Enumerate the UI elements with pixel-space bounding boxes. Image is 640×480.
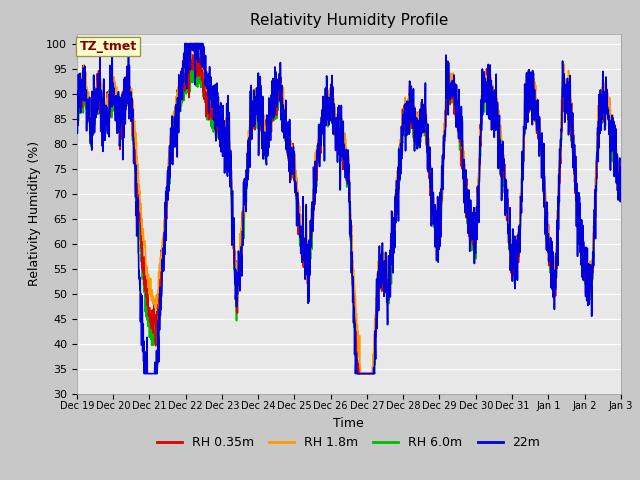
Legend: RH 0.35m, RH 1.8m, RH 6.0m, 22m: RH 0.35m, RH 1.8m, RH 6.0m, 22m xyxy=(152,431,545,454)
22m xyxy=(324,105,332,111)
RH 6.0m xyxy=(73,120,81,126)
RH 6.0m xyxy=(502,186,509,192)
RH 1.8m xyxy=(602,79,609,85)
RH 0.35m xyxy=(338,136,346,142)
RH 0.35m xyxy=(617,175,625,181)
Title: Relativity Humidity Profile: Relativity Humidity Profile xyxy=(250,13,448,28)
RH 0.35m xyxy=(100,119,108,125)
22m xyxy=(602,123,609,129)
22m xyxy=(73,130,81,135)
RH 1.8m xyxy=(100,99,108,105)
RH 0.35m xyxy=(602,94,609,99)
RH 1.8m xyxy=(73,90,81,96)
RH 6.0m xyxy=(602,98,609,104)
22m xyxy=(181,41,189,47)
RH 1.8m xyxy=(338,124,346,130)
22m xyxy=(617,165,625,170)
RH 6.0m xyxy=(602,102,609,108)
RH 0.35m xyxy=(73,94,81,99)
Line: 22m: 22m xyxy=(77,44,621,373)
RH 1.8m xyxy=(602,92,609,97)
22m xyxy=(140,371,148,376)
Line: RH 6.0m: RH 6.0m xyxy=(77,57,621,373)
22m xyxy=(338,147,346,153)
RH 1.8m xyxy=(186,41,193,47)
RH 6.0m xyxy=(100,109,108,115)
Text: TZ_tmet: TZ_tmet xyxy=(79,40,137,53)
X-axis label: Time: Time xyxy=(333,417,364,430)
RH 0.35m xyxy=(323,113,331,119)
RH 1.8m xyxy=(323,95,331,100)
Line: RH 1.8m: RH 1.8m xyxy=(77,44,621,373)
RH 0.35m xyxy=(191,41,199,47)
RH 6.0m xyxy=(193,54,200,60)
22m xyxy=(602,106,609,112)
RH 6.0m xyxy=(617,199,625,204)
RH 0.35m xyxy=(355,371,362,376)
Line: RH 0.35m: RH 0.35m xyxy=(77,44,621,373)
RH 6.0m xyxy=(338,152,346,157)
RH 0.35m xyxy=(502,200,509,205)
Y-axis label: Relativity Humidity (%): Relativity Humidity (%) xyxy=(28,141,40,286)
RH 6.0m xyxy=(323,108,331,114)
22m xyxy=(502,177,509,182)
RH 1.8m xyxy=(617,187,625,193)
RH 0.35m xyxy=(602,88,609,94)
RH 6.0m xyxy=(353,371,361,376)
RH 1.8m xyxy=(356,371,364,376)
22m xyxy=(100,105,108,111)
RH 1.8m xyxy=(502,180,509,186)
